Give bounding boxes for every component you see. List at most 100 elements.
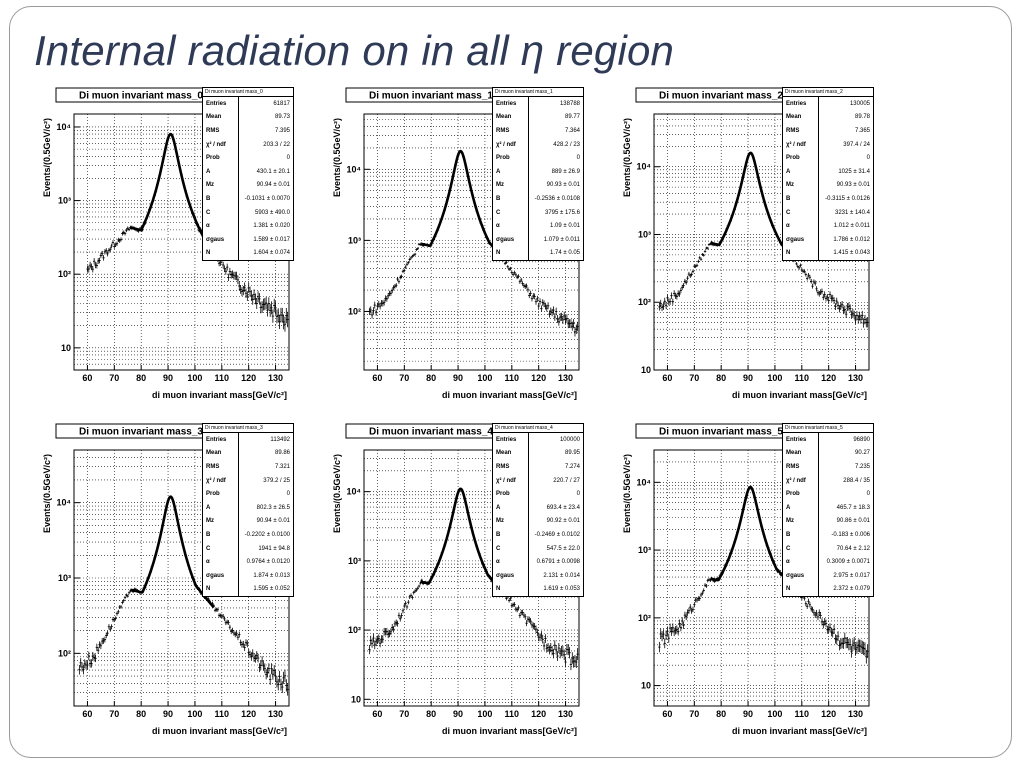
stats-key: A <box>786 500 819 515</box>
stats-row: B -0.2469 ± 0.0102 <box>493 528 583 542</box>
stats-key: RMS <box>496 460 529 474</box>
chart-panel-2: Di muon invariant mass_2 60 70 80 90 100 110 12… <box>618 86 876 404</box>
x-axis-label: di muon invariant mass[GeV/c²] <box>732 726 867 736</box>
stats-row: A 889 ± 26.9 <box>493 164 583 179</box>
stats-value: 0 <box>286 491 290 498</box>
stats-value: 89.78 <box>854 114 870 121</box>
stats-row: Mz 90.94 ± 0.01 <box>203 178 293 193</box>
stats-key: C <box>496 541 529 556</box>
stats-box: Di muon invariant mass_0 Entries 61817 Mean… <box>202 87 294 262</box>
x-tick-label: 100 <box>187 709 202 719</box>
stats-row: χ² / ndf 428.2 / 23 <box>493 137 583 152</box>
stats-key: α <box>786 555 819 569</box>
stats-value: 100000 <box>559 436 580 443</box>
stats-header: Di muon invariant mass_5 <box>783 424 873 433</box>
stats-value: -0.3115 ± 0.0126 <box>825 195 870 202</box>
stats-value: 1.415 ± 0.043 <box>833 250 870 257</box>
stats-row: A 465.7 ± 18.3 <box>783 500 873 515</box>
stats-header: Di muon invariant mass_4 <box>493 424 583 433</box>
y-tick-label: 10 <box>641 681 651 691</box>
x-tick-label: 70 <box>399 709 409 719</box>
stats-value: 90.94 ± 0.01 <box>256 518 290 525</box>
stats-row: χ² / ndf 379.2 / 25 <box>203 473 293 488</box>
stats-row: Mz 90.93 ± 0.01 <box>783 178 873 193</box>
x-tick-label: 110 <box>215 373 230 383</box>
stats-row: Prob 0 <box>783 151 873 165</box>
y-tick-label: 10⁴ <box>637 162 651 172</box>
x-tick-label: 120 <box>241 709 256 719</box>
x-axis-label: di muon invariant mass[GeV/c²] <box>442 726 577 736</box>
stats-key: Prob <box>786 151 819 165</box>
chart-panel-1: Di muon invariant mass_1 60 70 80 90 100 110 12… <box>328 86 586 404</box>
chart-panel-5: Di muon invariant mass_5 60 70 80 90 100 110 12… <box>618 422 876 740</box>
stats-key: χ² / ndf <box>206 473 239 488</box>
stats-value: 1941 ± 94.8 <box>258 545 290 552</box>
x-tick-label: 110 <box>505 373 520 383</box>
x-tick-label: 100 <box>477 709 492 719</box>
chart-panel-4: Di muon invariant mass_4 60 70 80 90 100 110 12… <box>328 422 586 740</box>
stats-key: Mz <box>496 178 529 193</box>
stats-row: N 1.619 ± 0.053 <box>493 582 583 597</box>
stats-header: Di muon invariant mass_2 <box>783 88 873 97</box>
x-axis-label: di muon invariant mass[GeV/c²] <box>152 390 287 400</box>
fit-curve <box>710 151 795 261</box>
x-tick-label: 90 <box>453 373 463 383</box>
x-tick-label: 90 <box>163 709 173 719</box>
stats-key: σgaus <box>786 568 819 583</box>
y-axis-label: Events/(0.5GeV/c²) <box>332 454 342 533</box>
stats-value: 379.2 / 25 <box>263 477 290 484</box>
stats-key: N <box>206 582 239 597</box>
x-tick-label: 80 <box>426 709 436 719</box>
y-tick-label: 10⁴ <box>57 498 71 508</box>
x-tick-label: 130 <box>558 709 573 719</box>
y-tick-label: 10³ <box>348 235 361 245</box>
x-tick-label: 130 <box>848 373 863 383</box>
x-tick-label: 70 <box>109 709 119 719</box>
stats-value: 288.4 / 35 <box>843 477 870 484</box>
x-tick-label: 110 <box>215 709 230 719</box>
x-tick-label: 80 <box>426 373 436 383</box>
stats-row: Entries 113492 <box>203 433 293 447</box>
stats-key: N <box>496 246 529 261</box>
x-tick-label: 130 <box>268 373 283 383</box>
fit-curve <box>420 149 505 262</box>
stats-row: Mean 90.27 <box>783 446 873 461</box>
stats-value: 89.95 <box>564 450 580 457</box>
y-tick-label: 10⁴ <box>57 122 71 132</box>
stats-key: Mean <box>206 110 239 125</box>
y-tick-label: 10² <box>348 306 361 316</box>
stats-key: σgaus <box>496 568 529 583</box>
x-tick-label: 110 <box>795 709 810 719</box>
fit-curve <box>130 132 215 254</box>
stats-value: 3795 ± 175.6 <box>545 209 580 216</box>
stats-row: α 1.09 ± 0.01 <box>493 219 583 233</box>
stats-value: 130005 <box>849 100 870 107</box>
stats-value: 0.6791 ± 0.0098 <box>536 559 580 566</box>
x-tick-label: 80 <box>136 373 146 383</box>
stats-key: RMS <box>206 124 239 138</box>
stats-value: 1025 ± 31.4 <box>838 168 870 175</box>
stats-row: χ² / ndf 203.3 / 22 <box>203 137 293 152</box>
stats-key: σgaus <box>496 232 529 247</box>
stats-key: Mz <box>786 178 819 193</box>
stats-key: N <box>786 246 819 261</box>
stats-row: Entries 96890 <box>783 433 873 447</box>
y-tick-label: 10³ <box>58 196 71 206</box>
stats-value: 2.975 ± 0.017 <box>833 572 870 579</box>
stats-row: σgaus 2.975 ± 0.017 <box>783 568 873 583</box>
y-tick-label: 10² <box>638 613 651 623</box>
stats-key: A <box>786 164 819 179</box>
stats-value: 1.786 ± 0.012 <box>833 236 870 243</box>
stats-row: Mz 90.92 ± 0.01 <box>493 514 583 529</box>
stats-row: Entries 130005 <box>783 97 873 111</box>
stats-value: 7.364 <box>564 127 580 134</box>
slide-title: Internal radiation on in all η region <box>34 27 675 74</box>
stats-key: N <box>496 582 529 597</box>
stats-key: N <box>206 246 239 261</box>
stats-row: Mz 90.93 ± 0.01 <box>493 178 583 193</box>
stats-value: 0 <box>286 155 290 162</box>
y-tick-label: 10³ <box>348 556 361 566</box>
stats-key: A <box>496 500 529 515</box>
stats-value: 0.9764 ± 0.0120 <box>246 559 290 566</box>
stats-value: 96890 <box>853 436 870 443</box>
